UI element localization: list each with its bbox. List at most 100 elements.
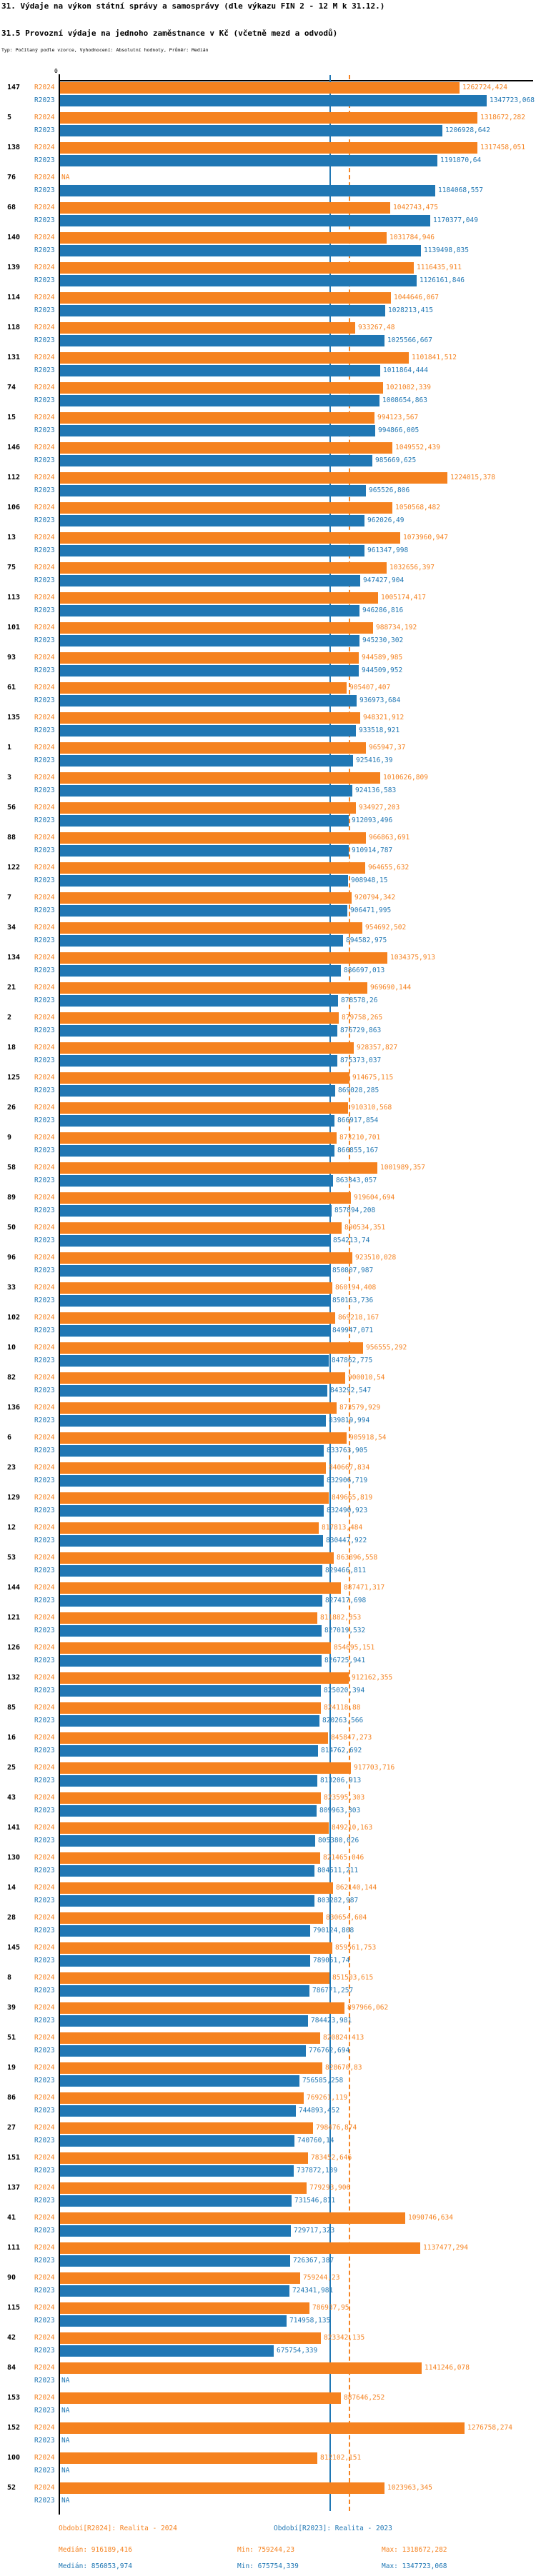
bar-r2023 xyxy=(60,1895,314,1907)
series-label-r2023: R2023 xyxy=(34,2047,55,2055)
bar-r2023 xyxy=(60,215,430,226)
series-label-r2023: R2023 xyxy=(34,1867,55,1874)
bar-r2024 xyxy=(60,2362,422,2374)
row-id-label: 28 xyxy=(7,1914,16,1922)
series-label-r2024: R2024 xyxy=(34,474,55,481)
value-label-r2023: 740760,14 xyxy=(297,2137,334,2145)
bar-r2023 xyxy=(60,1145,334,1157)
bar-r2024 xyxy=(60,1282,332,1294)
row-id-label: 26 xyxy=(7,1104,16,1112)
row-id-label: 53 xyxy=(7,1554,16,1562)
bar-r2023 xyxy=(60,425,375,436)
value-label-r2024: 919604,694 xyxy=(354,1194,395,1202)
value-label-r2023: 945230,302 xyxy=(362,636,404,644)
bar-r2023 xyxy=(60,785,352,797)
bar-r2024 xyxy=(60,2062,322,2074)
value-label-r2023: 714958,135 xyxy=(289,2317,331,2325)
series-label-r2023: R2023 xyxy=(34,1207,55,1214)
series-label-r2023: R2023 xyxy=(34,2137,55,2145)
series-label-r2024: R2024 xyxy=(34,1494,55,1502)
value-label-r2023: 1191870,64 xyxy=(440,156,482,164)
value-label-r2024: 1032656,397 xyxy=(389,564,435,571)
value-label-r2024: 965947,37 xyxy=(369,744,406,752)
row-id-label: 151 xyxy=(7,2154,21,2162)
bar-r2023 xyxy=(60,845,349,857)
value-label-r2023: 839819,994 xyxy=(329,1417,370,1424)
bar-r2024 xyxy=(60,502,392,514)
series-label-r2024: R2024 xyxy=(34,1554,55,1562)
value-label-r2023: 820263,566 xyxy=(322,1717,364,1724)
bar-r2023 xyxy=(60,2315,287,2327)
series-label-r2023: R2023 xyxy=(34,96,55,104)
value-label-r2023: 936973,684 xyxy=(359,697,401,704)
value-label-r2024: 1116435,911 xyxy=(417,264,462,271)
series-label-r2023: R2023 xyxy=(34,1447,55,1454)
bar-r2023 xyxy=(60,2075,299,2087)
na-label-r2024: NA xyxy=(61,174,70,181)
value-label-r2023: 726367,387 xyxy=(293,2257,334,2265)
value-label-r2024: 988734,192 xyxy=(376,624,417,631)
bar-r2024 xyxy=(60,1402,337,1414)
value-label-r2024: 845847,273 xyxy=(331,1734,372,1742)
bar-r2024 xyxy=(60,1132,337,1144)
bar-r2023 xyxy=(60,1505,324,1517)
bar-r2024 xyxy=(60,2332,321,2344)
bar-r2024 xyxy=(60,82,460,94)
bar-r2024 xyxy=(60,1582,341,1594)
value-label-r2024: 823595,303 xyxy=(324,1794,365,1802)
row-id-label: 84 xyxy=(7,2364,16,2372)
value-label-r2023: 961347,998 xyxy=(367,546,409,554)
value-label-r2023: 756585,258 xyxy=(302,2077,344,2085)
value-label-r2023: 985669,625 xyxy=(375,456,417,464)
series-label-r2023: R2023 xyxy=(34,1807,55,1814)
row-id-label: 21 xyxy=(7,984,16,992)
row-id-label: 2 xyxy=(7,1014,12,1022)
series-label-r2024: R2024 xyxy=(34,2364,55,2372)
series-label-r2024: R2024 xyxy=(34,1014,55,1022)
series-label-r2023: R2023 xyxy=(34,366,55,374)
row-id-label: 15 xyxy=(7,414,16,421)
row-id-label: 135 xyxy=(7,714,21,722)
value-label-r2023: 833763,905 xyxy=(327,1447,368,1454)
bar-r2023 xyxy=(60,1865,314,1877)
series-label-r2024: R2024 xyxy=(34,84,55,91)
value-label-r2023: 1139498,835 xyxy=(424,246,469,254)
bar-r2024 xyxy=(60,592,378,604)
series-label-r2023: R2023 xyxy=(34,997,55,1004)
chart-subtitle: 31.5 Provozní výdaje na jednoho zaměstna… xyxy=(1,29,338,38)
row-id-label: 85 xyxy=(7,1704,16,1712)
x-axis-line xyxy=(59,80,533,81)
series-label-r2023: R2023 xyxy=(34,2497,55,2505)
row-id-label: 122 xyxy=(7,864,21,872)
series-label-r2023: R2023 xyxy=(34,2107,55,2115)
bar-r2024 xyxy=(60,2032,320,2044)
series-label-r2023: R2023 xyxy=(34,727,55,734)
bar-r2023 xyxy=(60,455,372,466)
bar-r2023 xyxy=(60,575,360,586)
bar-r2024 xyxy=(60,802,356,814)
series-label-r2024: R2024 xyxy=(34,1734,55,1742)
value-label-r2024: 1090746,634 xyxy=(408,2214,453,2222)
bar-r2024 xyxy=(60,682,347,694)
legend-period-r2024: Období[R2024]: Realita - 2024 xyxy=(59,2525,177,2532)
bar-r2023 xyxy=(60,1985,309,1997)
value-label-r2023: 908948,15 xyxy=(351,877,388,884)
bar-r2024 xyxy=(60,2242,420,2254)
series-label-r2024: R2024 xyxy=(34,1674,55,1682)
bar-r2024 xyxy=(60,1372,345,1384)
series-label-r2023: R2023 xyxy=(34,1597,55,1604)
bar-r2023 xyxy=(60,815,349,827)
bar-r2023 xyxy=(60,1655,322,1667)
series-label-r2024: R2024 xyxy=(34,984,55,992)
bar-r2023 xyxy=(60,1625,322,1637)
value-label-r2023: 869028,285 xyxy=(338,1087,379,1094)
row-id-label: 131 xyxy=(7,354,21,361)
series-label-r2024: R2024 xyxy=(34,1164,55,1172)
value-label-r2023: 729717,323 xyxy=(294,2227,335,2235)
row-id-label: 141 xyxy=(7,1824,21,1832)
value-label-r2023: 826725,941 xyxy=(324,1657,366,1664)
series-label-r2024: R2024 xyxy=(34,834,55,842)
value-label-r2023: 878578,26 xyxy=(341,997,378,1004)
series-label-r2023: R2023 xyxy=(34,1237,55,1244)
bar-r2024 xyxy=(60,142,477,154)
